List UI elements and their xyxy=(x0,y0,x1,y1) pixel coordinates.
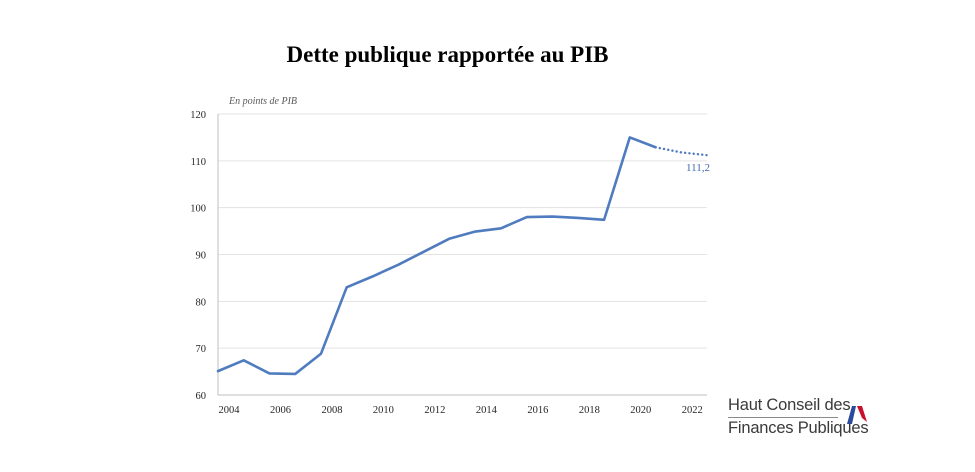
y-tick-label: 80 xyxy=(196,297,207,308)
grid-lines xyxy=(218,113,707,349)
x-tick-label: 2018 xyxy=(579,405,600,416)
y-tick-label: 120 xyxy=(190,110,206,121)
logo-line-2: Finances Publiques xyxy=(728,419,869,437)
y-tick-label: 100 xyxy=(190,204,206,215)
y-tick-label: 70 xyxy=(196,344,207,355)
x-tick-label: 2016 xyxy=(527,405,548,416)
annotations: 111,2 xyxy=(686,162,710,174)
data-series xyxy=(216,136,709,376)
axes xyxy=(217,114,707,396)
x-tick-label: 2012 xyxy=(424,405,445,416)
y-tick-label: 60 xyxy=(196,391,207,402)
x-tick-label: 2020 xyxy=(630,405,651,416)
hcfp-logo: Haut Conseil des Finances Publiques xyxy=(728,395,869,439)
x-tick-labels: 2004 2006 2008 2010 2012 2014 2016 2018 2020 2022 xyxy=(219,405,703,416)
forecast-line xyxy=(654,146,709,157)
logo-line-1: Haut Conseil des xyxy=(728,395,851,418)
data-label: 111,2 xyxy=(686,162,710,174)
x-tick-label: 2022 xyxy=(682,405,703,416)
series-line xyxy=(216,136,657,376)
flag-icon xyxy=(847,406,867,424)
x-tick-label: 2004 xyxy=(219,405,241,416)
y-tick-label: 90 xyxy=(196,251,207,262)
x-tick-label: 2010 xyxy=(373,405,394,416)
x-tick-label: 2008 xyxy=(321,405,342,416)
x-tick-label: 2006 xyxy=(270,405,291,416)
chart-title: Dette publique rapportée au PIB xyxy=(286,42,609,67)
unit-label: En points de PIB xyxy=(228,96,297,107)
x-tick-label: 2014 xyxy=(476,405,498,416)
y-tick-label: 110 xyxy=(191,157,206,168)
y-tick-labels: 60 70 80 90 100 110 120 xyxy=(190,110,206,402)
